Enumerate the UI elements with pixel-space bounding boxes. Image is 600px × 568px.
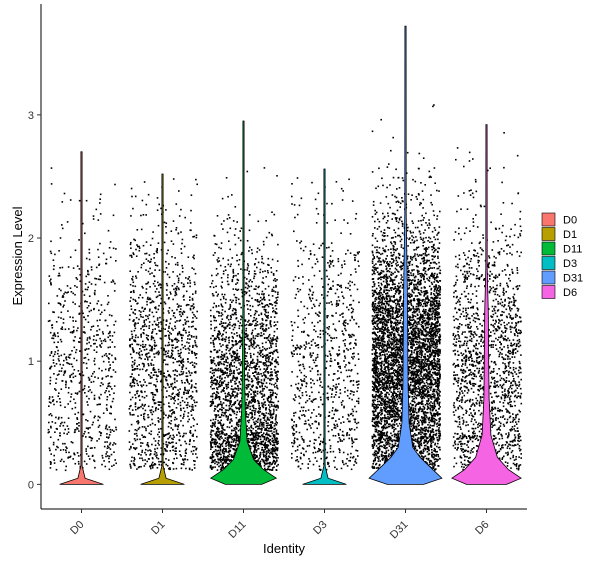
legend-label: D6 xyxy=(563,287,577,299)
violin-D31 xyxy=(368,25,443,485)
legend-key-D11 xyxy=(541,241,556,256)
points-D0 xyxy=(47,167,118,472)
x-ticks: D0 D1 D11 D3 D31 D6 xyxy=(68,509,492,542)
legend-key-D0 xyxy=(541,212,556,227)
y-tick-label: 1 xyxy=(28,356,34,368)
violin-D1 xyxy=(140,173,185,485)
jitter-points xyxy=(47,104,523,472)
y-tick-label: 3 xyxy=(28,110,34,122)
legend-key-D31 xyxy=(541,270,556,285)
violins xyxy=(59,25,522,485)
points-D3 xyxy=(290,177,360,471)
violin-D6 xyxy=(451,124,522,485)
x-axis-title: Identity xyxy=(263,541,305,556)
legend-key-D6 xyxy=(541,285,556,299)
legend-label: D0 xyxy=(563,215,577,227)
legend-key-D3 xyxy=(541,256,556,270)
y-axis-title: Expression Level xyxy=(10,206,25,305)
points-D31 xyxy=(371,104,442,472)
legend-label: D1 xyxy=(563,229,577,241)
x-tick-label: D6 xyxy=(473,519,491,537)
x-tick-label: D31 xyxy=(388,519,411,542)
violin-D3 xyxy=(302,168,347,485)
x-tick-label: D11 xyxy=(226,519,248,541)
violin-D11 xyxy=(209,120,278,485)
y-tick-label: 0 xyxy=(28,479,34,491)
y-ticks: 0 1 2 3 xyxy=(28,110,41,491)
x-tick-label: D3 xyxy=(311,519,329,537)
legend-label: D31 xyxy=(563,273,583,285)
legend-label: D3 xyxy=(563,258,577,270)
legend-label: D11 xyxy=(563,244,582,256)
violin-D0 xyxy=(59,151,104,485)
x-tick-label: D1 xyxy=(149,519,167,537)
legend: D0 D1 D11 D3 D31 D6 xyxy=(541,212,583,299)
axes xyxy=(40,4,527,510)
x-tick-label: D0 xyxy=(68,519,86,537)
legend-key-D1 xyxy=(541,227,556,241)
y-tick-label: 2 xyxy=(28,233,34,245)
